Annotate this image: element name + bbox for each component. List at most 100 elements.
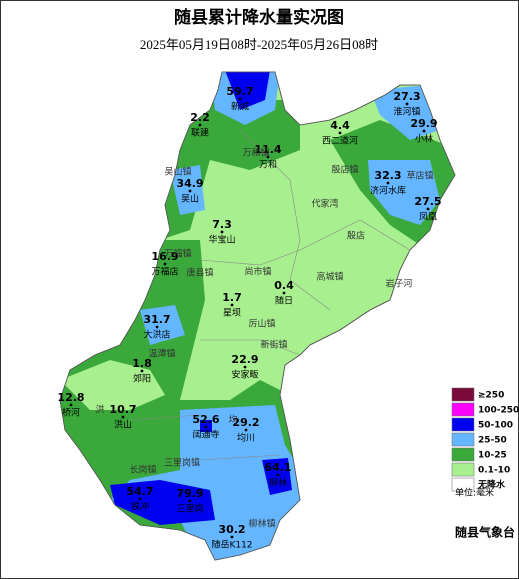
station-value: 27.5 bbox=[414, 195, 441, 208]
station-dot bbox=[405, 102, 409, 106]
station-dot bbox=[188, 499, 192, 503]
station-dot bbox=[386, 181, 390, 185]
station-value: 34.9 bbox=[176, 177, 203, 190]
title: 随县累计降水量实况图 bbox=[174, 7, 344, 28]
place-label: 均 bbox=[228, 414, 237, 426]
station-name: 西二道河 bbox=[322, 135, 358, 147]
station-value: 79.9 bbox=[176, 487, 203, 500]
station-value: 59.7 bbox=[226, 85, 253, 98]
station-value: 0.4 bbox=[274, 279, 294, 292]
legend-label: 25-50 bbox=[478, 436, 507, 446]
station-name: 华宝山 bbox=[208, 234, 235, 246]
station-dot bbox=[276, 473, 280, 477]
station-dot bbox=[238, 97, 242, 101]
legend-swatch bbox=[451, 402, 475, 417]
station-value: 22.9 bbox=[231, 353, 258, 366]
station-name: 济河水库 bbox=[370, 185, 406, 197]
station-name: 柳林 bbox=[269, 477, 287, 489]
place-label: 代家湾 bbox=[311, 198, 338, 210]
station-dot bbox=[69, 403, 73, 407]
station-value: 16.9 bbox=[151, 250, 178, 263]
station-name: 桥河 bbox=[62, 407, 80, 419]
station-name: 万和 bbox=[259, 160, 277, 171]
station-dot bbox=[266, 155, 270, 159]
station-name: 淮河镇 bbox=[393, 106, 420, 118]
legend-label: ≥250 bbox=[478, 391, 504, 401]
subtitle: 2025年05月19日08时-2025年05月26日08时 bbox=[140, 37, 378, 52]
place-label: 殷店镇 bbox=[331, 164, 358, 176]
station-dot bbox=[188, 189, 192, 193]
station-name: 新城 bbox=[231, 101, 249, 113]
legend-label: 50-100 bbox=[478, 421, 513, 431]
legend-swatch bbox=[451, 387, 475, 402]
legend-swatch bbox=[451, 417, 475, 432]
station-value: 12.8 bbox=[57, 391, 84, 404]
place-label: 万和镇 bbox=[242, 147, 269, 159]
legend-label: 无降水 bbox=[477, 479, 506, 491]
place-label: 草店镇 bbox=[406, 170, 433, 182]
station-dot bbox=[244, 428, 248, 432]
station-dot bbox=[163, 262, 167, 266]
station-dot bbox=[220, 230, 224, 234]
station-value: 32.3 bbox=[374, 169, 401, 182]
station-dot bbox=[230, 535, 234, 539]
place-label: 高城镇 bbox=[316, 271, 343, 283]
station-value: 10.7 bbox=[109, 403, 136, 416]
legend-label: 10-25 bbox=[478, 451, 507, 461]
station-dot bbox=[155, 325, 159, 329]
station-name: 洪山 bbox=[114, 419, 132, 431]
station-dot bbox=[138, 497, 142, 501]
station-value: 29.2 bbox=[232, 416, 259, 429]
station-value: 31.7 bbox=[143, 313, 170, 326]
station-value: 29.9 bbox=[410, 117, 437, 130]
place-label: 岩子河 bbox=[385, 278, 412, 290]
station-dot bbox=[426, 207, 430, 211]
station-dot bbox=[282, 291, 286, 295]
station-dot bbox=[243, 365, 247, 369]
place-label: 万福镇 bbox=[164, 248, 191, 260]
station-value: 7.3 bbox=[212, 218, 232, 231]
footer: 随县气象台 bbox=[455, 525, 515, 540]
station-value: 2.2 bbox=[190, 111, 210, 124]
station-dot bbox=[204, 425, 208, 429]
legend-swatch bbox=[451, 462, 475, 477]
station-name: 大洪店 bbox=[143, 329, 170, 341]
place-label: 唐县镇 bbox=[186, 267, 213, 279]
station-name: 安家畈 bbox=[231, 369, 258, 381]
station-name: 随岳K112 bbox=[211, 539, 252, 551]
station-dot bbox=[121, 415, 125, 419]
station-name: 铁冲 bbox=[131, 501, 149, 513]
legend-swatch bbox=[451, 477, 475, 492]
station-name: 万福店 bbox=[151, 266, 178, 278]
station-name: 郊阳 bbox=[133, 373, 151, 385]
station-name: 凤凰 bbox=[419, 212, 437, 223]
station-value: 4.4 bbox=[330, 119, 350, 132]
station-value: 64.1 bbox=[264, 461, 291, 474]
station-dot bbox=[422, 129, 426, 133]
station-dot bbox=[198, 123, 202, 127]
station-value: 11.4 bbox=[254, 143, 281, 156]
place-label: 新街镇 bbox=[260, 339, 287, 351]
station-dot bbox=[140, 369, 144, 373]
place-label: 尚市镇 bbox=[244, 266, 271, 278]
legend-unit: 单位:毫米 bbox=[455, 487, 494, 499]
legend-swatch bbox=[451, 447, 475, 462]
station-name: 星坝 bbox=[223, 308, 241, 319]
place-label: 三里岗镇 bbox=[164, 457, 200, 469]
station-name: 三里岗 bbox=[176, 504, 203, 515]
place-label: 柳林镇 bbox=[248, 518, 275, 530]
station-name: 联建 bbox=[191, 127, 209, 139]
station-value: 1.7 bbox=[222, 291, 242, 304]
legend-label: 100-250 bbox=[478, 406, 519, 416]
station-name: 小林 bbox=[415, 133, 433, 145]
station-value: 52.6 bbox=[192, 413, 219, 426]
station-name: 随日 bbox=[275, 295, 293, 307]
station-value: 54.7 bbox=[126, 485, 153, 498]
place-label: 洪 bbox=[95, 404, 104, 416]
legend-label: 0.1-10 bbox=[478, 466, 510, 476]
station-value: 30.2 bbox=[218, 523, 245, 536]
station-value: 1.8 bbox=[132, 357, 152, 370]
station-value: 27.3 bbox=[393, 90, 420, 103]
station-name: 均川 bbox=[237, 432, 255, 444]
